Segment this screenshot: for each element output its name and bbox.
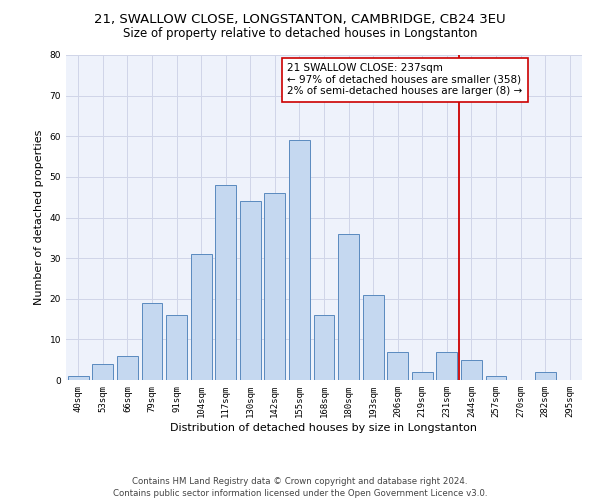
Y-axis label: Number of detached properties: Number of detached properties: [34, 130, 44, 305]
Bar: [240, 201, 261, 380]
Bar: [191, 254, 212, 380]
Bar: [338, 234, 359, 380]
Bar: [362, 294, 383, 380]
Bar: [461, 360, 482, 380]
Bar: [68, 376, 89, 380]
Bar: [535, 372, 556, 380]
Bar: [265, 193, 286, 380]
Bar: [166, 315, 187, 380]
Bar: [387, 352, 408, 380]
Text: Contains HM Land Registry data © Crown copyright and database right 2024.
Contai: Contains HM Land Registry data © Crown c…: [113, 476, 487, 498]
Bar: [289, 140, 310, 380]
Bar: [314, 315, 334, 380]
Text: 21, SWALLOW CLOSE, LONGSTANTON, CAMBRIDGE, CB24 3EU: 21, SWALLOW CLOSE, LONGSTANTON, CAMBRIDG…: [94, 12, 506, 26]
Bar: [142, 303, 163, 380]
Bar: [436, 352, 457, 380]
Bar: [215, 185, 236, 380]
Text: Size of property relative to detached houses in Longstanton: Size of property relative to detached ho…: [123, 28, 477, 40]
Bar: [485, 376, 506, 380]
X-axis label: Distribution of detached houses by size in Longstanton: Distribution of detached houses by size …: [170, 422, 478, 432]
Bar: [412, 372, 433, 380]
Bar: [117, 356, 138, 380]
Bar: [92, 364, 113, 380]
Text: 21 SWALLOW CLOSE: 237sqm
← 97% of detached houses are smaller (358)
2% of semi-d: 21 SWALLOW CLOSE: 237sqm ← 97% of detach…: [287, 63, 523, 96]
